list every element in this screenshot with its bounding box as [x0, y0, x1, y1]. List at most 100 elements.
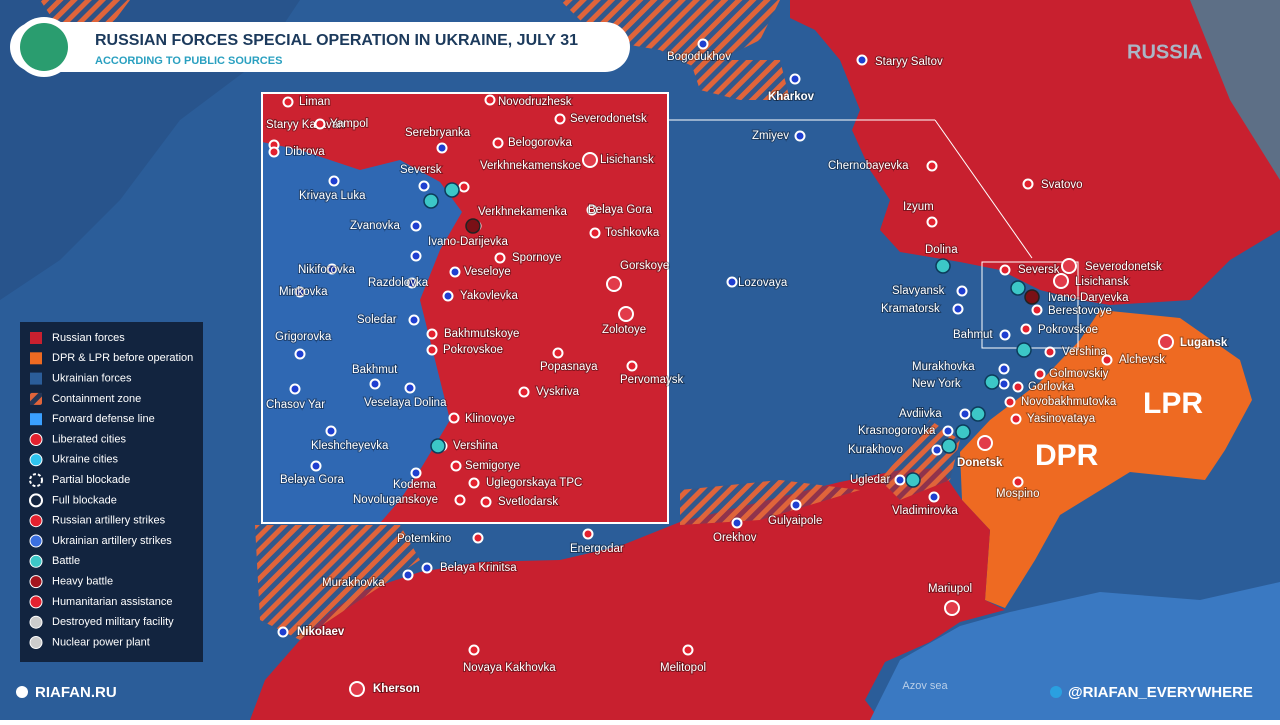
city-label: Svatovo [1041, 179, 1083, 191]
city-dot [406, 277, 418, 289]
city-dot [468, 644, 480, 656]
inset-city-label: Razdolovka [368, 277, 429, 289]
city-dot [977, 435, 993, 451]
city-dot [454, 494, 466, 506]
inset-city-label: Soledar [357, 314, 397, 326]
city-label: Avdiivka [899, 408, 942, 420]
city-label: Severodonetsk [1085, 261, 1162, 273]
legend-label: Russian forces [52, 332, 125, 344]
inset-city-label: Pokrovskoe [443, 344, 503, 356]
russian-forces-south [250, 468, 1005, 720]
legend-label: Forward defense line [52, 413, 155, 425]
city-dot [1004, 396, 1016, 408]
city-dot [618, 306, 634, 322]
legend-label: Ukraine cities [52, 454, 119, 466]
inset-city-label: Kodema [393, 479, 436, 491]
inset-city-label: Spornoye [512, 252, 561, 264]
city-dot [1053, 273, 1069, 289]
inset-city-label: Chasov Yar [266, 399, 325, 411]
city-dot [518, 386, 530, 398]
telegram: @RIAFAN_EVERYWHERE [1068, 684, 1253, 701]
legend-label: Containment zone [52, 393, 141, 405]
sea-label: Azov sea [902, 680, 948, 692]
inset-city-label: Veseloye [464, 266, 511, 278]
city-dot [726, 276, 738, 288]
inset-connector [934, 119, 1033, 259]
city-dot [856, 54, 868, 66]
city-dot [294, 348, 306, 360]
terrain [0, 0, 300, 300]
city-dot [410, 250, 422, 262]
city-dot [1022, 178, 1034, 190]
inset-city-label: Gorskoye [620, 260, 669, 272]
inset-city-label: Grigorovka [275, 331, 332, 343]
inset-city-label: Vyskriva [536, 386, 580, 398]
inset-city-label: Kleshcheyevka [311, 440, 389, 452]
city-label: Donetsk [957, 457, 1003, 469]
legend-swatch [29, 615, 43, 629]
city-dot [998, 378, 1010, 390]
city-dot [956, 285, 968, 297]
battle-marker [905, 472, 921, 488]
city-dot [492, 137, 504, 149]
battle-marker [423, 193, 439, 209]
city-label: Krasnogorovka [858, 425, 936, 437]
inset-city-label: Belaya Gora [280, 474, 345, 486]
legend-label: Heavy battle [52, 576, 113, 588]
region-label: LPR [1143, 387, 1203, 420]
battle-marker [444, 182, 460, 198]
legend-label: Destroyed military facility [52, 616, 174, 628]
inset-city-label: Minkovka [279, 286, 328, 298]
legend-swatch [29, 514, 43, 528]
city-dot [326, 263, 338, 275]
inset-city-label: Klinovoye [465, 413, 515, 425]
city-dot [410, 467, 422, 479]
subtitle: ACCORDING TO PUBLIC SOURCES [95, 55, 282, 67]
battle-marker [984, 374, 1000, 390]
dpr-lpr-area [960, 310, 1252, 608]
inset-city-label: Zolotoye [602, 324, 646, 336]
city-dot [998, 363, 1010, 375]
inset-city-label: Toshkovka [605, 227, 660, 239]
city-label: Berestovoye [1048, 305, 1112, 317]
city-dot [369, 378, 381, 390]
inset-city-label: Yakovlevka [460, 290, 519, 302]
legend-swatch [29, 433, 43, 446]
city-label: Murakhovka [912, 361, 975, 373]
city-label: Zmiyev [752, 130, 789, 142]
legend-swatch [29, 534, 43, 548]
city-label: Gulyaipole [768, 515, 822, 527]
legend-label: Liberated cities [52, 433, 126, 445]
legend-label: Nuclear power plant [52, 636, 150, 648]
city-dot [408, 314, 420, 326]
city-dot [697, 38, 709, 50]
battle-marker [1010, 280, 1026, 296]
header-box [10, 22, 630, 72]
city-label: Slavyansk [892, 285, 945, 297]
inset-city-label: Yampol [330, 118, 368, 130]
inset-city-label: Lisichansk [600, 154, 654, 166]
inset-city-label: Svetlodarsk [498, 496, 558, 508]
battle-marker [430, 438, 446, 454]
city-dot [894, 474, 906, 486]
inset-border [261, 92, 669, 524]
city-dot [442, 290, 454, 302]
city-dot [582, 528, 594, 540]
city-dot [404, 382, 416, 394]
city-dot [1061, 258, 1077, 274]
city-label: Ugledar [850, 474, 890, 486]
city-dot [928, 491, 940, 503]
city-label: Golmovskiy [1049, 368, 1109, 380]
legend-swatch [29, 575, 43, 589]
city-label: Belaya Krinitsa [440, 562, 517, 574]
legend-swatch [29, 636, 43, 649]
city-dot [472, 532, 484, 544]
legend-label: Full blockade [52, 494, 117, 506]
city-label: Potemkino [397, 533, 451, 545]
city-label: Kherson [373, 683, 420, 695]
footer: RIAFAN.RU @RIAFAN_EVERYWHERE [16, 684, 1253, 701]
battle-marker [970, 406, 986, 422]
inset-city-label: Krivaya Luka [299, 190, 366, 202]
city-label: Staryy Saltov [875, 56, 943, 68]
inset-city-label: Semigorye [465, 460, 520, 472]
